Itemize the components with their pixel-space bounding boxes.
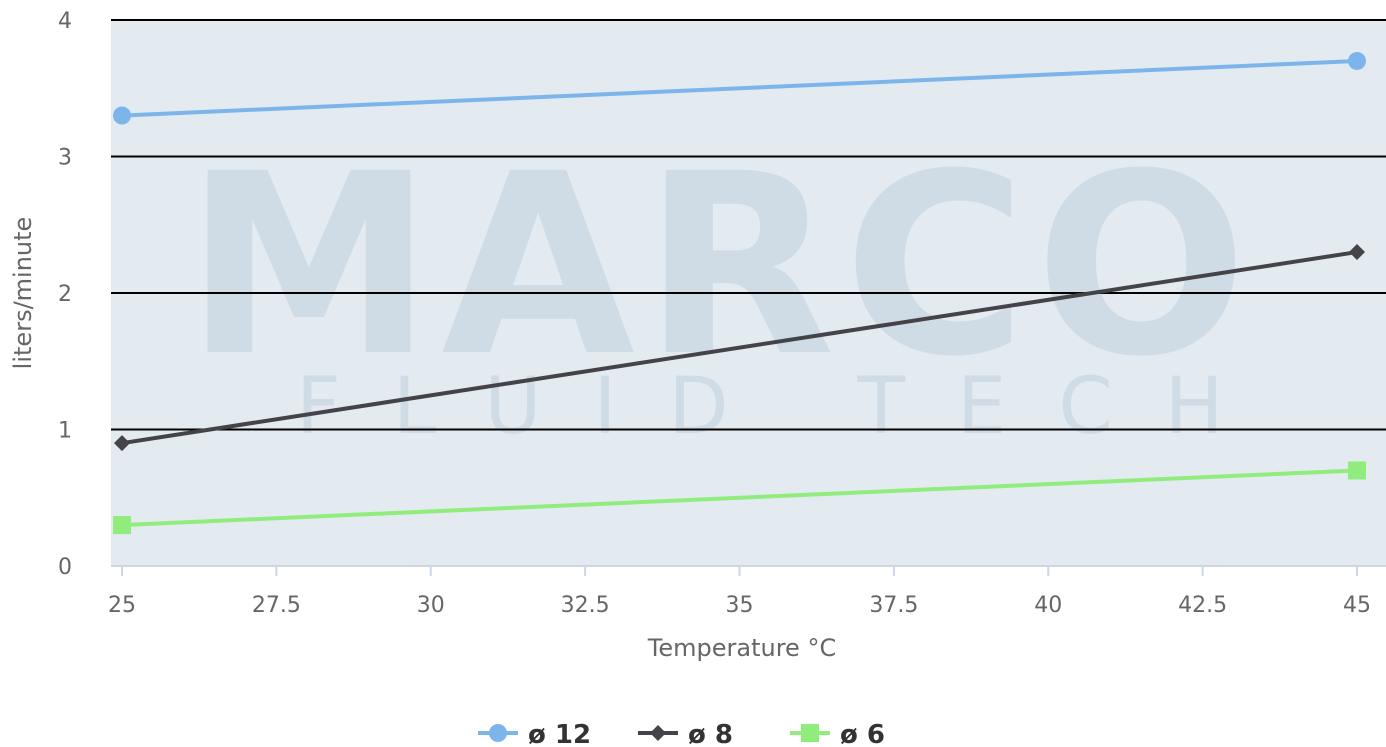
y-axis-title: liters/minute bbox=[9, 217, 37, 370]
legend-label: ø 6 bbox=[840, 720, 885, 747]
x-axis: 25 27.5 30 32.5 35 37.5 40 42.5 45 bbox=[108, 565, 1386, 618]
data-point bbox=[113, 516, 131, 535]
x-tick-label: 35 bbox=[726, 593, 754, 618]
x-tick-label: 45 bbox=[1343, 593, 1371, 618]
x-tick-label: 40 bbox=[1034, 593, 1062, 618]
watermark-logo: MARCO ® FLUID TECH bbox=[185, 120, 1275, 452]
series-line bbox=[120, 468, 1359, 528]
legend-marker-icon bbox=[489, 724, 507, 742]
x-axis-title: Temperature °C bbox=[647, 634, 836, 662]
legend-marker-icon bbox=[650, 725, 666, 741]
data-point bbox=[1349, 244, 1365, 261]
watermark-registered-mark: ® bbox=[1150, 307, 1196, 361]
legend-item: ø 12 bbox=[478, 720, 591, 747]
watermark-tagline: FLUID TECH bbox=[296, 362, 1275, 452]
y-tick-label: 2 bbox=[58, 282, 72, 307]
series-lines bbox=[113, 51, 1366, 535]
legend-label: ø 12 bbox=[528, 720, 591, 747]
x-tick-label: 32.5 bbox=[561, 593, 610, 618]
x-tick-label: 25 bbox=[108, 593, 136, 618]
data-point bbox=[113, 106, 131, 125]
data-point bbox=[114, 435, 130, 452]
x-tick-label: 30 bbox=[417, 593, 445, 618]
series-line bbox=[120, 250, 1359, 446]
legend-item: ø 8 bbox=[638, 720, 733, 747]
y-axis: 0 1 2 3 4 bbox=[58, 9, 72, 580]
y-tick-label: 0 bbox=[58, 555, 72, 580]
legend: ø 12 ø 8 ø 6 bbox=[478, 720, 885, 747]
x-tick-label: 42.5 bbox=[1178, 593, 1227, 618]
x-tick-label: 27.5 bbox=[252, 593, 301, 618]
data-point bbox=[1348, 51, 1366, 70]
y-tick-label: 1 bbox=[58, 419, 72, 444]
y-tick-label: 4 bbox=[58, 9, 72, 34]
y-tick-label: 3 bbox=[58, 146, 72, 171]
x-tick-label: 37.5 bbox=[869, 593, 918, 618]
legend-label: ø 8 bbox=[688, 720, 733, 747]
watermark-brand: MARCO bbox=[185, 120, 1256, 411]
grid-lines bbox=[111, 19, 1386, 431]
series-line bbox=[120, 58, 1359, 118]
legend-marker-icon bbox=[801, 724, 819, 742]
legend-item: ø 6 bbox=[790, 720, 885, 747]
data-point bbox=[1348, 461, 1366, 480]
